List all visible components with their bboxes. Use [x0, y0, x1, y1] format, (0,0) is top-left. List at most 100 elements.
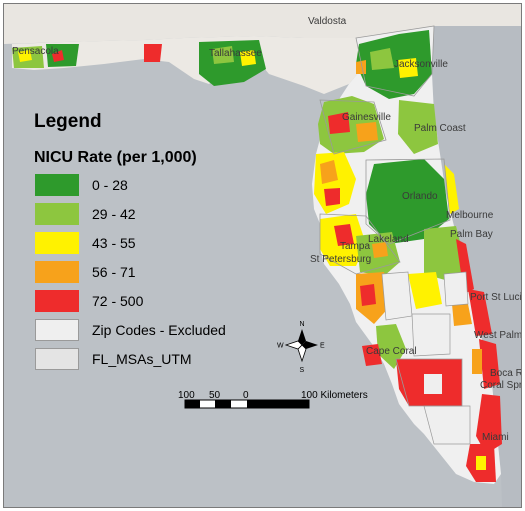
port-st-lucie-orange	[452, 304, 472, 326]
excluded-block	[381, 271, 413, 321]
legend-item: Zip Codes - Excluded	[35, 317, 226, 342]
msa-outline	[395, 358, 463, 407]
choropleth-regions	[12, 30, 502, 482]
panhandle-red	[144, 44, 162, 62]
compass-rose: N S E W	[277, 321, 325, 374]
legend-swatch	[35, 289, 79, 312]
msa-outlines	[319, 25, 463, 407]
lakeland-orange	[372, 242, 388, 258]
cape-coral-green	[376, 324, 406, 369]
coast-yellow	[444, 164, 459, 214]
jacksonville-orange	[356, 60, 366, 74]
city-label-jacksonville: Jacksonville	[394, 59, 448, 70]
legend-label: 72 - 500	[92, 292, 144, 309]
city-label-port-st-lucie: Port St Lucie	[470, 292, 521, 303]
city-label-st-petersburg: St Petersburg	[310, 254, 371, 265]
legend-title: Legend	[34, 111, 102, 132]
city-label-west-palm-beach: West Palm Beach	[474, 330, 521, 341]
scale-label-100: 100	[178, 390, 195, 401]
legend-label: 0 - 28	[92, 176, 128, 193]
gainesville-red	[328, 112, 350, 134]
scale-bar	[184, 399, 310, 409]
legend-swatch	[35, 173, 79, 196]
compass-east-point	[302, 341, 318, 349]
legend-item: 0 - 28	[35, 172, 128, 197]
compass-e-label: E	[320, 343, 325, 350]
msa-outline	[365, 158, 451, 245]
miami-yellow	[476, 456, 486, 470]
legend-label: 43 - 55	[92, 234, 136, 251]
legend-label: 29 - 42	[92, 205, 136, 222]
msa-outline	[319, 213, 401, 275]
scale-label-0: 0	[243, 390, 249, 401]
legend-item: 72 - 500	[35, 288, 143, 313]
legend-subtitle: NICU Rate (per 1,000)	[34, 149, 197, 166]
gainesville-orange	[356, 122, 378, 142]
compass-w-label: W	[277, 343, 284, 350]
melbourne-region	[424, 226, 466, 282]
msa-outline	[319, 99, 387, 155]
cape-coral-red	[362, 344, 382, 366]
melbourne-coast-red	[456, 239, 474, 294]
excluded-block	[411, 313, 451, 357]
tampa-red	[334, 224, 354, 246]
legend-swatch	[35, 231, 79, 254]
city-label-orlando: Orlando	[402, 191, 438, 202]
city-label-tampa: Tampa	[340, 241, 370, 252]
legend-swatch	[35, 260, 79, 283]
legend-item: 29 - 42	[35, 201, 136, 226]
city-label-lakeland: Lakeland	[368, 234, 409, 245]
pensacola-red	[52, 50, 64, 62]
tallahassee-yellow	[240, 50, 256, 66]
basemap: Valdosta Pensacola Tallahassee Jacksonvi…	[4, 4, 521, 507]
orlando-region	[366, 159, 449, 244]
naples-excluded	[424, 374, 442, 394]
scale-bar-segment	[247, 400, 309, 408]
port-st-lucie-red	[468, 289, 492, 336]
city-label-palm-coast: Palm Coast	[414, 123, 466, 134]
palm-beach-red	[479, 339, 500, 389]
compass-west-point	[284, 340, 303, 350]
city-label-tallahassee: Tallahassee	[209, 48, 262, 59]
city-label-pensacola: Pensacola	[12, 46, 59, 57]
city-label-palm-bay: Palm Bay	[450, 229, 493, 240]
legend-label: 56 - 71	[92, 263, 136, 280]
msa-outline	[355, 25, 435, 97]
city-label-valdosta: Valdosta	[308, 16, 347, 27]
city-label-miami: Miami	[482, 432, 509, 443]
compass-north-point	[298, 329, 306, 345]
legend-swatch	[35, 318, 79, 341]
map-frame: Valdosta Pensacola Tallahassee Jacksonvi…	[3, 3, 522, 508]
legend-swatch	[35, 202, 79, 225]
legend-item: 56 - 71	[35, 259, 136, 284]
broward-red	[476, 394, 502, 454]
pensacola-yellow	[18, 50, 32, 62]
excluded-block	[443, 271, 469, 307]
scale-label-50: 50	[209, 390, 221, 401]
compass-s-label: S	[300, 367, 305, 374]
palm-coast-region	[398, 100, 438, 154]
city-label-melbourne: Melbourne	[446, 210, 494, 221]
panhandle-land	[12, 36, 364, 94]
legend-label: FL_MSAs_UTM	[92, 350, 192, 367]
palm-beach-orange	[472, 349, 482, 374]
city-label-boca-raton: Boca Raton	[490, 368, 521, 379]
legend-item: 43 - 55	[35, 230, 136, 255]
city-label-coral-springs: Coral Springs	[480, 380, 521, 391]
sarasota-red	[360, 284, 376, 306]
city-label-cape-coral: Cape Coral	[366, 346, 417, 357]
west-central-red	[324, 188, 340, 206]
city-labels: Valdosta Pensacola Tallahassee Jacksonvi…	[12, 16, 521, 443]
scale-label-kilometers: 100 Kilometers	[301, 390, 368, 401]
jacksonville-light	[370, 48, 394, 70]
atlantic-water	[432, 26, 521, 507]
city-label-gainesville: Gainesville	[342, 112, 391, 123]
scale-bar-segment	[185, 400, 200, 408]
west-central-orange	[320, 160, 338, 184]
central-south-yellow	[408, 272, 442, 309]
jacksonville-region	[356, 30, 432, 99]
legend-item: FL_MSAs_UTM	[35, 346, 192, 371]
legend-swatch	[35, 347, 79, 370]
tallahassee-light	[212, 46, 234, 64]
jacksonville-yellow	[398, 58, 418, 78]
